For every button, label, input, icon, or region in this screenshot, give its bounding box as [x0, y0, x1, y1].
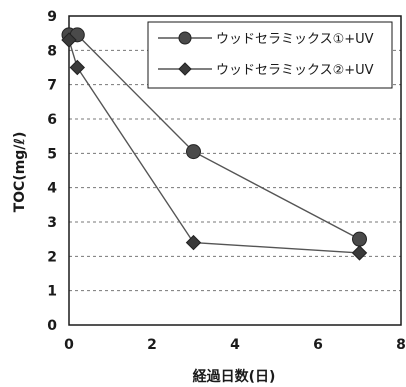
- y-tick-label-0: 0: [47, 318, 57, 334]
- x-tick-label-8: 8: [396, 337, 406, 353]
- legend-item-1: ウッドセラミックス①+UV: [158, 31, 374, 47]
- y-tick-label-7: 7: [47, 78, 57, 94]
- y-tick-label-4: 4: [47, 181, 57, 197]
- x-tick-label-6: 6: [313, 337, 323, 353]
- series-2-point-1: [61, 32, 77, 48]
- y-axis-tick-labels: 0 1 2 3 4 5 6 7 8 9: [47, 9, 57, 334]
- x-axis-title: 経過日数(日): [193, 368, 276, 385]
- series-2-line: [68, 39, 360, 254]
- legend-label-1: ウッドセラミックス①+UV: [216, 32, 374, 47]
- x-tick-label-0: 0: [64, 337, 74, 353]
- plot-area: [68, 15, 402, 326]
- legend: ウッドセラミックス①+UV ウッドセラミックス②+UV: [147, 21, 393, 89]
- y-axis-title: TOC(mg/ℓ): [12, 132, 28, 213]
- legend-item-2: ウッドセラミックス②+UV: [158, 62, 374, 78]
- legend-marker-2: [178, 62, 192, 76]
- x-tick-label-2: 2: [147, 337, 157, 353]
- y-tick-label-1: 1: [47, 284, 57, 300]
- data-series: [61, 27, 368, 261]
- y-tick-label-3: 3: [47, 215, 57, 231]
- y-tick-label-8: 8: [47, 43, 57, 59]
- x-tick-label-4: 4: [230, 337, 240, 353]
- series-2-point-3: [185, 234, 202, 251]
- y-tick-label-6: 6: [47, 112, 57, 128]
- series-1-point-3: [186, 144, 201, 160]
- legend-label-2: ウッドセラミックス②+UV: [216, 63, 374, 78]
- y-tick-label-9: 9: [47, 9, 57, 25]
- series-2-point-2: [69, 59, 86, 76]
- series-1-point-4: [352, 231, 367, 247]
- y-tick-label-5: 5: [47, 146, 57, 162]
- series-2: [61, 32, 368, 261]
- series-2-point-4: [351, 245, 368, 261]
- y-tick-label-2: 2: [47, 249, 57, 265]
- legend-marker-1: [178, 31, 192, 45]
- x-axis-tick-labels: 0 2 4 6 8: [64, 337, 406, 353]
